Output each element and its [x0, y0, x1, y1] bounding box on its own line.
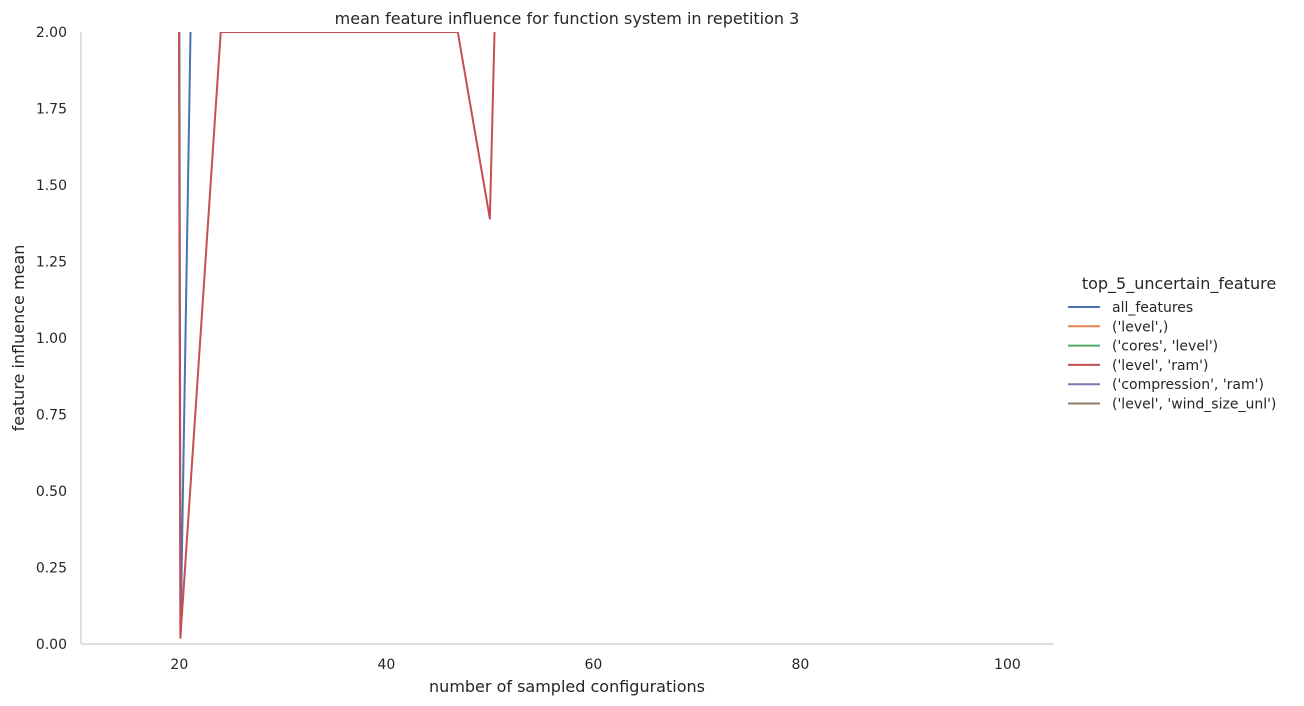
y-tick-label: 1.25	[36, 255, 67, 271]
y-tick-labels: 0.00 0.25 0.50 0.75 1.00 1.25 1.50 1.75 2.00	[36, 25, 67, 653]
legend-title: top_5_uncertain_feature	[1082, 274, 1276, 294]
y-tick-label: 2.00	[36, 25, 67, 41]
y-tick-label: 1.50	[36, 178, 67, 194]
x-tick-label: 40	[377, 657, 395, 673]
y-axis-title: feature influence mean	[9, 245, 28, 432]
x-tick-label: 100	[994, 657, 1021, 673]
legend-item-label: ('compression', 'ram')	[1112, 377, 1264, 393]
plot-area	[178, 32, 496, 639]
series-line-3	[178, 32, 496, 639]
y-tick-label: 0.50	[36, 484, 67, 500]
y-tick-label: 0.00	[36, 637, 67, 653]
chart-title: mean feature influence for function syst…	[335, 9, 800, 28]
x-tick-label: 20	[170, 657, 188, 673]
x-tick-label: 60	[584, 657, 602, 673]
legend-item-label: all_features	[1112, 300, 1193, 316]
legend-item-label: ('level',)	[1112, 319, 1168, 335]
y-tick-label: 0.25	[36, 561, 67, 577]
legend-item-label: ('level', 'ram')	[1112, 358, 1208, 374]
legend-item-label: ('cores', 'level')	[1112, 339, 1218, 355]
y-tick-label: 1.75	[36, 102, 67, 118]
y-tick-label: 1.00	[36, 331, 67, 347]
y-tick-label: 0.75	[36, 408, 67, 424]
x-tick-labels: 20 40 60 80 100	[170, 657, 1020, 673]
x-axis-title: number of sampled configurations	[429, 677, 705, 696]
legend-item-label: ('level', 'wind_size_unl')	[1112, 397, 1276, 413]
legend: top_5_uncertain_feature all_features ('le…	[1068, 274, 1276, 413]
x-tick-label: 80	[791, 657, 809, 673]
